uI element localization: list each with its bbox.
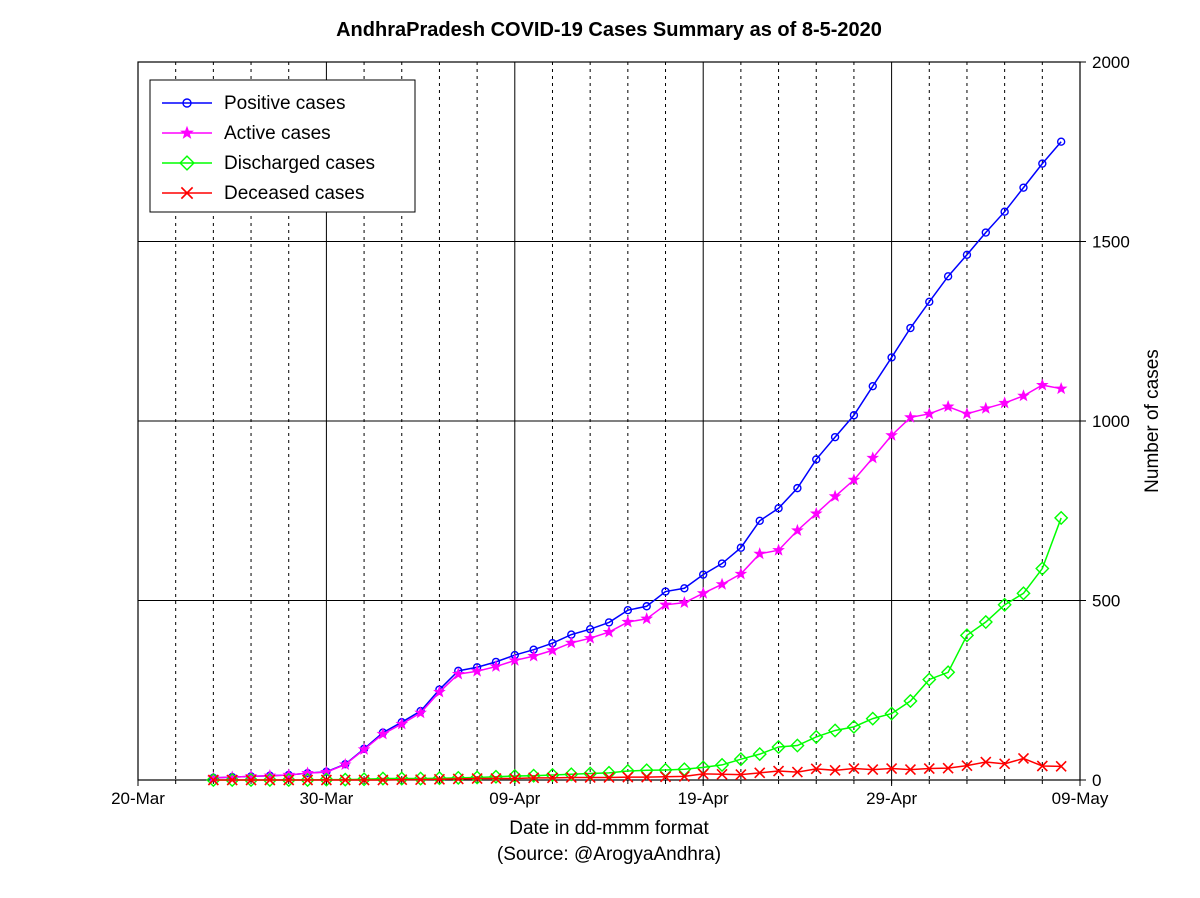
x-tick-label: 20-Mar bbox=[111, 789, 165, 808]
x-axis-sublabel: (Source: @ArogyaAndhra) bbox=[497, 844, 721, 865]
chart-svg: 20-Mar 30-Mar 09-Apr 19-Apr 29-Apr 09-May0 500… bbox=[0, 0, 1200, 898]
x-tick-label: 09-Apr bbox=[489, 789, 540, 808]
x-tick-label: 09-May bbox=[1052, 789, 1109, 808]
legend: Positive cases Active cases Discharged cas… bbox=[150, 80, 415, 212]
x-tick-label: 30-Mar bbox=[299, 789, 353, 808]
x-axis-label: Date in dd-mmm format bbox=[509, 818, 709, 839]
legend-label: Deceased cases bbox=[224, 183, 364, 204]
legend-label: Positive cases bbox=[224, 93, 345, 114]
y-axis-label: Number of cases bbox=[1142, 349, 1163, 493]
legend-label: Discharged cases bbox=[224, 153, 375, 174]
x-tick-label: 29-Apr bbox=[866, 789, 917, 808]
y-tick-label: 500 bbox=[1092, 592, 1120, 611]
y-tick-label: 2000 bbox=[1092, 53, 1130, 72]
chart-title: AndhraPradesh COVID-19 Cases Summary as … bbox=[336, 19, 882, 41]
legend-label: Active cases bbox=[224, 123, 331, 144]
y-tick-label: 1500 bbox=[1092, 233, 1130, 252]
chart-container: 20-Mar 30-Mar 09-Apr 19-Apr 29-Apr 09-May0 500… bbox=[0, 0, 1200, 898]
y-tick-label: 0 bbox=[1092, 771, 1101, 790]
x-tick-label: 19-Apr bbox=[678, 789, 729, 808]
y-tick-label: 1000 bbox=[1092, 412, 1130, 431]
